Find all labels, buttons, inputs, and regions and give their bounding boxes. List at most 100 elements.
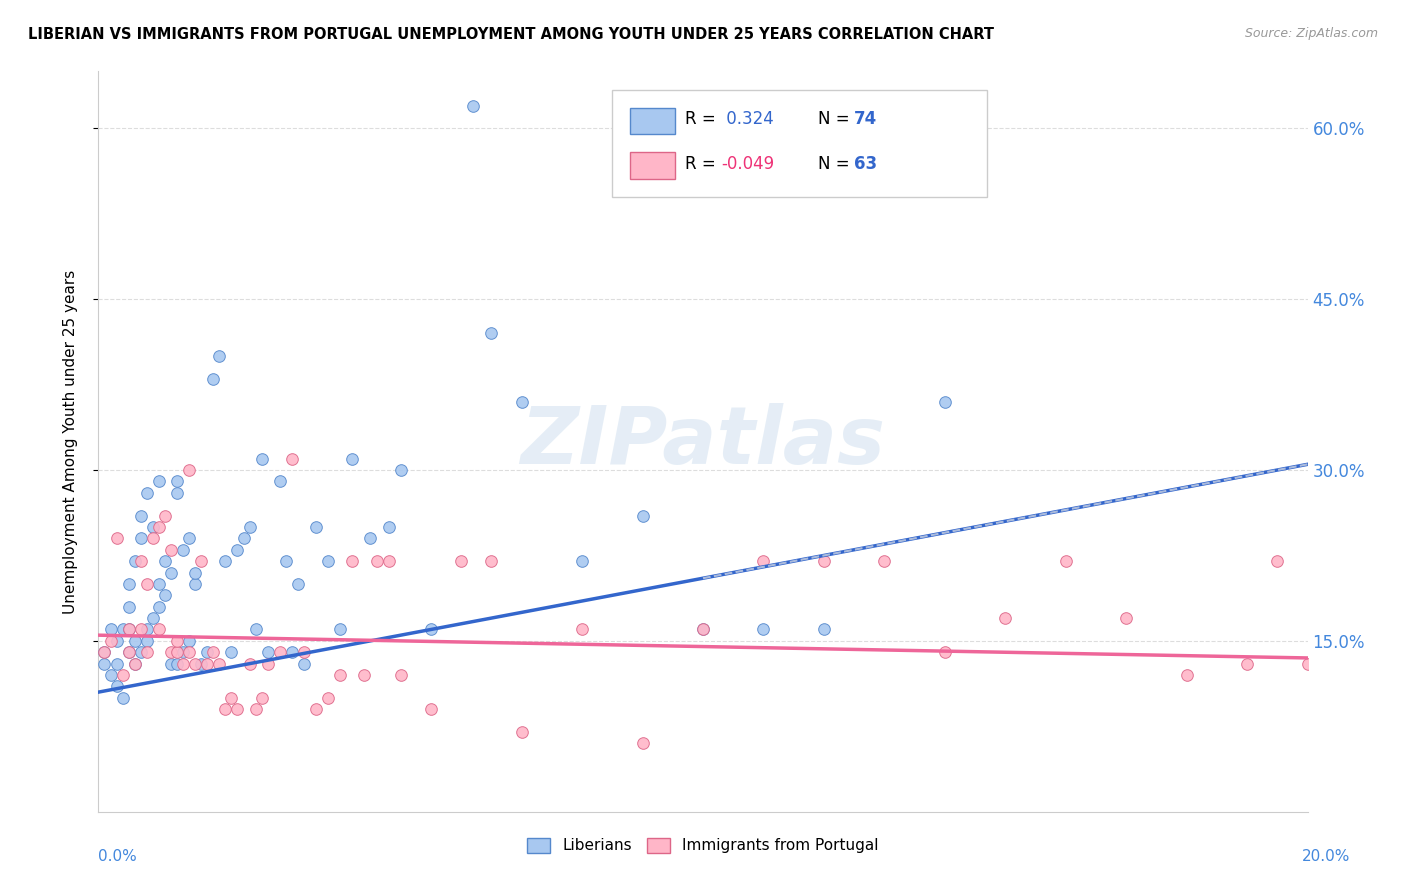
Point xyxy=(202,645,225,659)
Point xyxy=(316,554,339,568)
Point xyxy=(153,588,176,602)
Point xyxy=(129,554,152,568)
Point xyxy=(93,657,115,671)
Point xyxy=(329,623,352,637)
Point xyxy=(111,668,134,682)
Point xyxy=(214,554,236,568)
Point xyxy=(256,645,278,659)
Point xyxy=(360,532,382,546)
Point xyxy=(179,633,201,648)
Text: 63: 63 xyxy=(855,155,877,173)
Point xyxy=(377,554,399,568)
Point xyxy=(148,577,170,591)
Point xyxy=(1115,611,1137,625)
Point xyxy=(377,520,399,534)
Point xyxy=(239,657,262,671)
Text: LIBERIAN VS IMMIGRANTS FROM PORTUGAL UNEMPLOYMENT AMONG YOUTH UNDER 25 YEARS COR: LIBERIAN VS IMMIGRANTS FROM PORTUGAL UNE… xyxy=(28,27,994,42)
Point xyxy=(105,657,128,671)
Point xyxy=(305,702,328,716)
Text: N =: N = xyxy=(818,155,855,173)
Point xyxy=(239,520,262,534)
Point xyxy=(142,611,165,625)
Point xyxy=(245,623,267,637)
Point xyxy=(342,554,364,568)
Point xyxy=(316,690,339,705)
Point xyxy=(148,520,170,534)
Point xyxy=(184,657,207,671)
Text: R =: R = xyxy=(685,111,721,128)
Point xyxy=(752,623,775,637)
Point xyxy=(195,645,218,659)
Point xyxy=(100,668,122,682)
Point xyxy=(1175,668,1198,682)
Point xyxy=(281,451,304,466)
Text: Source: ZipAtlas.com: Source: ZipAtlas.com xyxy=(1244,27,1378,40)
Point xyxy=(153,554,176,568)
Point xyxy=(481,326,503,341)
Text: -0.049: -0.049 xyxy=(721,155,775,173)
Point xyxy=(389,668,412,682)
Point xyxy=(994,611,1017,625)
Point xyxy=(214,702,236,716)
Point xyxy=(510,394,533,409)
Point xyxy=(329,668,352,682)
Point xyxy=(813,623,835,637)
Point xyxy=(353,668,375,682)
Point xyxy=(481,554,503,568)
Point xyxy=(292,657,315,671)
Point xyxy=(366,554,388,568)
Point xyxy=(105,633,128,648)
Point xyxy=(93,645,115,659)
Point xyxy=(148,475,170,489)
Point xyxy=(148,599,170,614)
Point xyxy=(124,554,146,568)
Point xyxy=(135,485,157,500)
Point xyxy=(105,532,128,546)
Point xyxy=(166,633,188,648)
Legend: Liberians, Immigrants from Portugal: Liberians, Immigrants from Portugal xyxy=(522,831,884,860)
Text: 0.0%: 0.0% xyxy=(98,849,138,863)
Point xyxy=(450,554,472,568)
Text: N =: N = xyxy=(818,111,855,128)
Point xyxy=(934,394,956,409)
Point xyxy=(129,645,152,659)
Point xyxy=(250,690,273,705)
Point xyxy=(153,508,176,523)
Point xyxy=(118,623,141,637)
FancyBboxPatch shape xyxy=(630,152,675,178)
Point xyxy=(135,623,157,637)
Point xyxy=(100,633,122,648)
Point xyxy=(166,657,188,671)
Point xyxy=(166,645,188,659)
Point xyxy=(166,485,188,500)
Point xyxy=(105,680,128,694)
Point xyxy=(179,463,201,477)
Point xyxy=(118,577,141,591)
Point xyxy=(129,532,152,546)
Text: ZIPatlas: ZIPatlas xyxy=(520,402,886,481)
Point xyxy=(160,657,183,671)
Point xyxy=(190,657,212,671)
Text: 0.324: 0.324 xyxy=(721,111,773,128)
Point xyxy=(934,645,956,659)
Point xyxy=(129,623,152,637)
Point xyxy=(1054,554,1077,568)
Point xyxy=(172,657,194,671)
Point xyxy=(129,508,152,523)
Point xyxy=(269,645,291,659)
Point xyxy=(142,532,165,546)
Point xyxy=(118,623,141,637)
Point xyxy=(124,657,146,671)
Y-axis label: Unemployment Among Youth under 25 years: Unemployment Among Youth under 25 years xyxy=(63,269,77,614)
Point xyxy=(179,532,201,546)
Point xyxy=(148,623,170,637)
Point xyxy=(179,645,201,659)
Point xyxy=(118,645,141,659)
Point xyxy=(226,702,249,716)
Point xyxy=(226,542,249,557)
FancyBboxPatch shape xyxy=(613,90,987,197)
Point xyxy=(111,623,134,637)
Point xyxy=(208,349,231,363)
Point xyxy=(221,645,243,659)
Point xyxy=(135,633,157,648)
